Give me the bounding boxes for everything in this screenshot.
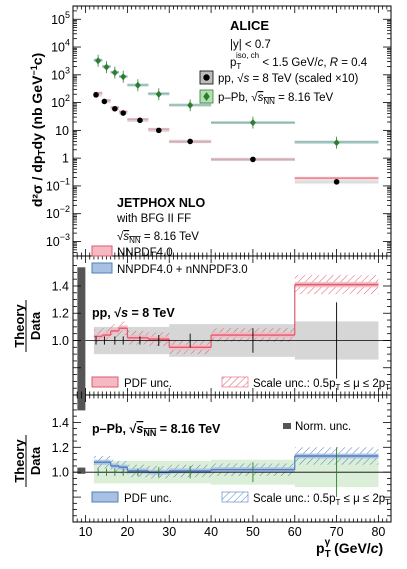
main-ylabel: d²σ / dpTdy (nb GeV−1c): [29, 53, 48, 207]
legend-ppb-label: p–Pb, √sNN = 8.16 TeV: [218, 91, 333, 106]
pp-data-point: [187, 138, 193, 145]
x-tick-label: 70: [330, 525, 344, 539]
pp-norm-unc-marker: [77, 267, 86, 411]
theory-title: JETPHOX NLO: [117, 196, 205, 210]
pp-y-tick-label: 1.0: [52, 334, 69, 348]
ratio-pp-scale-legend-box: [221, 376, 249, 388]
y-tick-label: 10−2: [46, 204, 70, 221]
pp-y-tick-label: 1.4: [52, 279, 69, 293]
pp-data-point: [137, 117, 143, 124]
ratio-pp-pdf-legend-box: [91, 376, 119, 388]
ratio-ppb-title: p–Pb, √sNN = 8.16 TeV: [92, 422, 221, 438]
legend-nnnpdf-box: [91, 262, 113, 274]
legend-nnpdf-label: NNPDF4.0: [117, 247, 173, 259]
pp-data-point: [333, 179, 340, 185]
pp-data-point: [93, 92, 99, 98]
data-points: [93, 54, 340, 185]
ratio-ppb-ylabel: Theory: [12, 439, 27, 483]
x-axis-label: pTγ (GeV/c): [316, 537, 383, 560]
y-tick-label: 10−1: [46, 176, 70, 193]
ratio-pp-ylabel-denominator: Data: [28, 311, 43, 340]
y-tick-label: 105: [51, 10, 70, 27]
x-tick-label: 40: [204, 525, 218, 539]
y-tick-label: 103: [51, 65, 70, 82]
ratio-ppb-pdf-legend-box: [91, 491, 119, 503]
ratio-panels: [73, 267, 391, 498]
y-tick-label: 10: [55, 124, 69, 138]
x-tick-label: 80: [371, 525, 385, 539]
ppb-y-tick-label: 1.2: [52, 441, 69, 455]
ppb-y-tick-label: 1.0: [52, 466, 69, 480]
ppb-norm-unc-marker: [77, 467, 86, 474]
axes-ticks: 10 20 30 40 50 60 70 8010510410310210110−110−21…: [46, 5, 391, 539]
y-tick-label: 102: [51, 93, 70, 110]
ratio-pp-title: pp, √s = 8 TeV: [92, 306, 175, 320]
norm-unc-legend: Norm. unc.: [295, 421, 351, 433]
x-tick-label: 60: [288, 525, 302, 539]
x-tick-label: 10: [79, 525, 93, 539]
pp-data-point: [101, 98, 108, 105]
legend-ppb-marker: [203, 92, 210, 101]
theory-ff: with BFG II FF: [116, 213, 191, 225]
theory-energy: √sNN = 8.16 TeV: [117, 230, 199, 245]
pp-data-point: [120, 110, 127, 116]
norm-unc-legend-marker: [283, 423, 291, 429]
y-tick-label: 10−3: [46, 232, 70, 249]
isolation-cut: pTiso, ch < 1.5 GeV/c, R = 0.4: [230, 51, 368, 71]
ratio-ppb-scale-legend-box: [221, 491, 249, 503]
ratio-pp-ylabel: Theory: [12, 304, 27, 348]
y-tick-label: 104: [51, 38, 70, 55]
ratio-ppb-pdf-legend: PDF unc.: [124, 493, 172, 505]
pp-data-point: [155, 127, 162, 134]
ppb-y-tick-label: 1.4: [52, 416, 69, 430]
legend-pp-label: pp, √s = 8 TeV (scaled ×10): [218, 72, 359, 85]
legend-nnnpdf-label: NNPDF4.0 + nNNPDF3.0: [117, 264, 248, 276]
x-tick-label: 30: [162, 525, 176, 539]
ratio-ppb-ylabel-denominator: Data: [28, 446, 43, 475]
y-tick-label: 1: [62, 152, 69, 166]
x-tick-label: 20: [120, 525, 134, 539]
pp-data-point: [250, 156, 256, 163]
ratio-pp-pdf-legend: PDF unc.: [124, 378, 172, 390]
rapidity-cut: |y| < 0.7: [230, 39, 271, 51]
legend-pp-marker: [203, 74, 210, 81]
pp-y-tick-label: 1.2: [52, 307, 69, 321]
experiment-label: ALICE: [230, 18, 269, 33]
legend-nnpdf-box: [91, 245, 113, 257]
pp-data-point: [112, 105, 118, 112]
x-tick-label: 50: [246, 525, 260, 539]
ratio-ppb-scale-legend: Scale unc.: 0.5pT ≤ μ ≤ 2pT: [253, 493, 390, 507]
ratio-pp-scale-legend: Scale unc.: 0.5pT ≤ μ ≤ 2pT: [253, 378, 390, 392]
